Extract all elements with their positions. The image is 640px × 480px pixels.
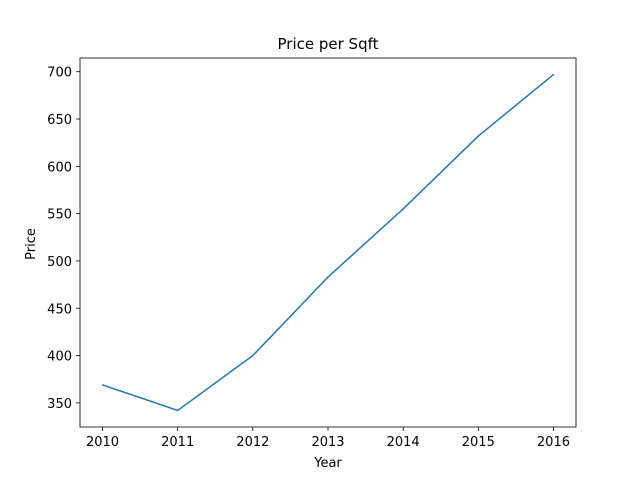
- y-tick-label: 400: [47, 350, 72, 365]
- y-tick-label: 500: [47, 255, 72, 270]
- x-tick-label: 2013: [311, 435, 344, 450]
- x-axis-label: Year: [313, 456, 342, 471]
- y-tick-label: 550: [47, 208, 72, 223]
- x-tick-label: 2010: [86, 435, 119, 450]
- x-tick-label: 2012: [236, 435, 269, 450]
- data-point: [176, 409, 179, 412]
- y-tick-label: 450: [47, 302, 72, 317]
- x-tick-label: 2016: [537, 435, 570, 450]
- plot-area: 2010 2011 2012 2013 2014 2015 2016 350 400 450 500…: [47, 57, 577, 450]
- y-tick-label: 600: [47, 160, 72, 175]
- chart-title: Price per Sqft: [278, 35, 379, 53]
- data-point: [477, 135, 480, 137]
- y-tick-label: 650: [47, 113, 72, 128]
- data-point: [327, 276, 329, 278]
- y-axis-label: Price: [24, 228, 39, 260]
- x-tick-label: 2011: [161, 435, 194, 450]
- x-tick-label: 2015: [462, 435, 495, 450]
- data-point: [402, 208, 404, 210]
- y-tick-label: 350: [47, 397, 72, 412]
- x-tick-label: 2014: [387, 435, 420, 450]
- data-point: [252, 354, 254, 357]
- data-point: [101, 384, 104, 386]
- y-tick-label: 700: [47, 66, 72, 81]
- axes-frame: [79, 57, 577, 428]
- data-point: [552, 73, 555, 76]
